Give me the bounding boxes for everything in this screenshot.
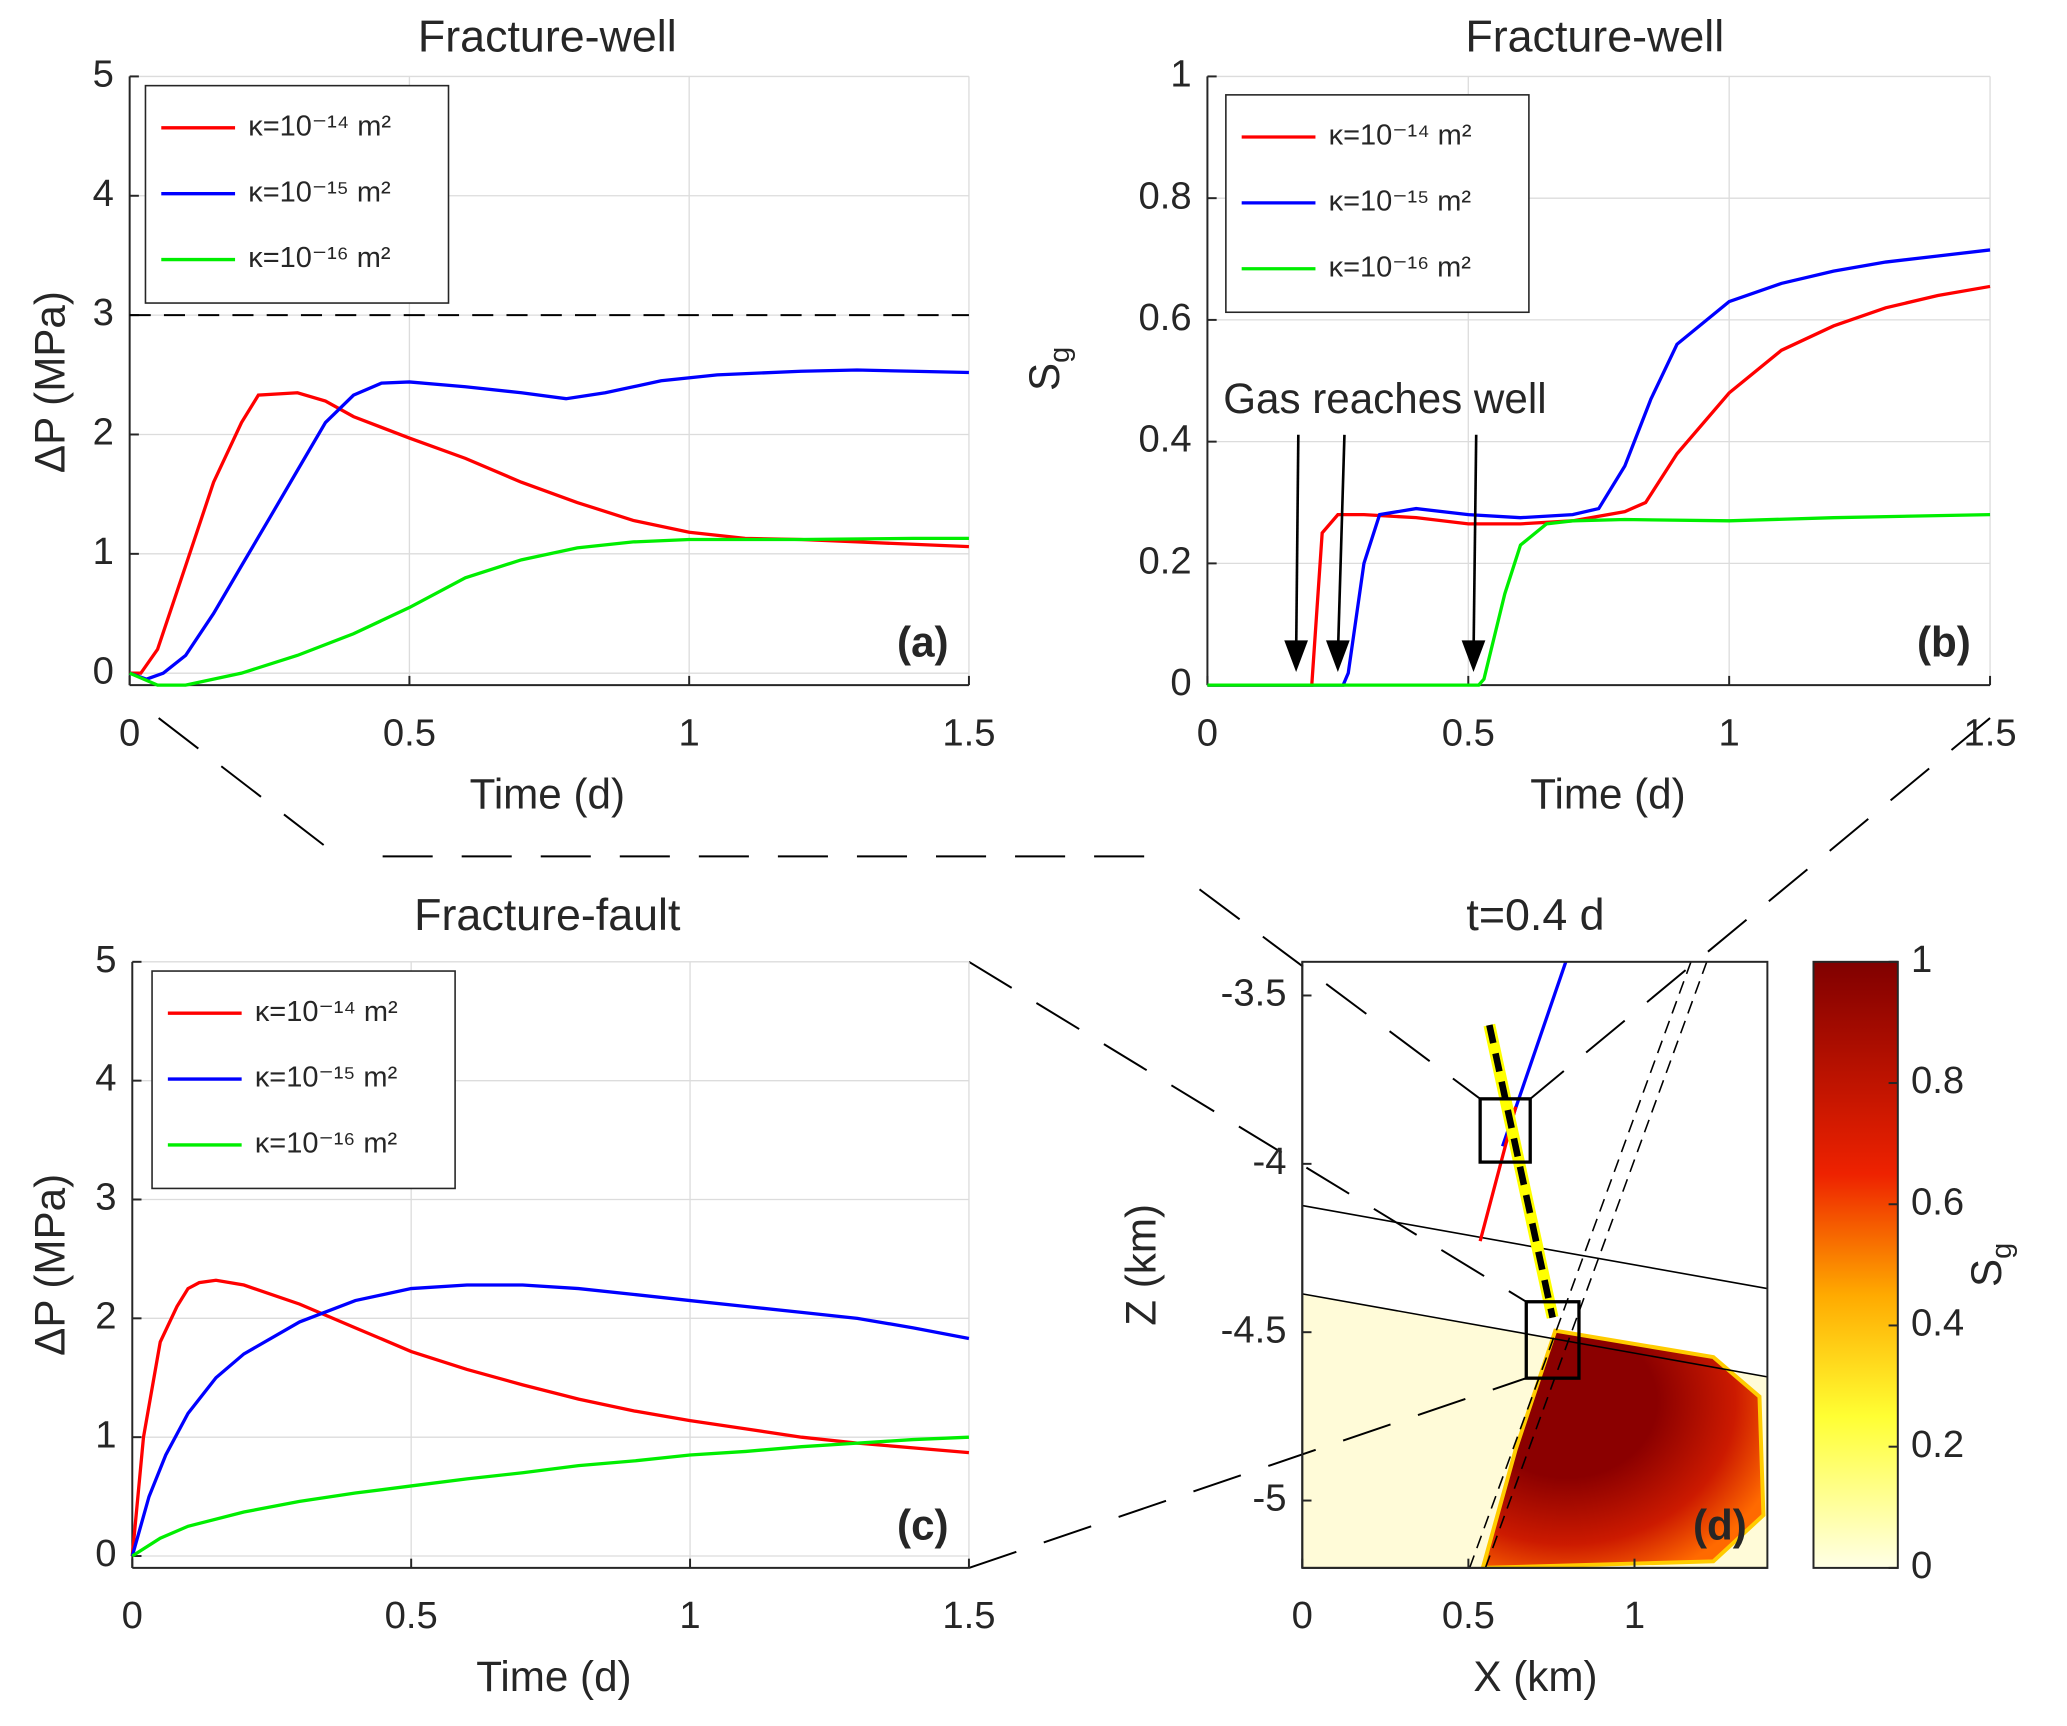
legend-label: κ=10⁻¹⁶ m² bbox=[1329, 251, 1472, 283]
y-tick-label: -4 bbox=[1253, 1140, 1287, 1183]
y-tick-label: 1 bbox=[95, 1413, 116, 1456]
colorbar-tick-label: 0 bbox=[1911, 1544, 1932, 1587]
y-tick-label: -5 bbox=[1253, 1477, 1287, 1520]
chart-title: Fracture-well bbox=[1465, 11, 1724, 61]
line-series bbox=[1207, 248, 1991, 687]
panel-label: (a) bbox=[897, 619, 949, 666]
colorbar bbox=[1812, 960, 1899, 1569]
y-tick-label: 0.6 bbox=[1139, 296, 1192, 339]
y-axis-label: ΔP (MPa) bbox=[26, 1174, 73, 1356]
y-tick-label: 0.8 bbox=[1139, 174, 1192, 217]
axis-label-main: S bbox=[1021, 363, 1068, 391]
y-tick-label: 5 bbox=[95, 938, 116, 981]
y-tick-label: 5 bbox=[93, 53, 114, 96]
x-tick-label: 1 bbox=[1719, 711, 1740, 754]
legend-label: κ=10⁻¹⁵ m² bbox=[255, 1062, 398, 1094]
y-tick-label: 1 bbox=[1170, 53, 1191, 96]
y-axis-label: Z (km) bbox=[1117, 1204, 1164, 1326]
x-tick-label: 0 bbox=[122, 1594, 143, 1637]
x-axis-label: Time (d) bbox=[1530, 770, 1685, 817]
y-tick-label: 0 bbox=[1170, 661, 1191, 704]
x-tick-label: 1.5 bbox=[942, 1594, 995, 1637]
x-tick-label: 1.5 bbox=[1963, 711, 2016, 754]
x-axis-label: Time (d) bbox=[470, 770, 625, 817]
y-tick-label: 0 bbox=[95, 1532, 116, 1575]
y-tick-label: -4.5 bbox=[1221, 1308, 1287, 1351]
x-tick-label: 0 bbox=[119, 711, 140, 754]
y-tick-label: 0.2 bbox=[1139, 539, 1192, 582]
colorbar-tick-label: 1 bbox=[1911, 938, 1932, 981]
y-tick-label: 4 bbox=[93, 172, 114, 215]
y-tick-label: 0.4 bbox=[1139, 418, 1192, 461]
arrow-head bbox=[1461, 640, 1486, 672]
line-series bbox=[1207, 284, 1991, 687]
line-series bbox=[1207, 512, 1991, 687]
y-tick-label: 4 bbox=[95, 1057, 116, 1100]
y-tick-label: 0 bbox=[93, 649, 114, 692]
axis-label: Sg bbox=[1963, 1243, 2018, 1287]
colorbar-tick-label: 0.6 bbox=[1911, 1180, 1964, 1223]
line-series bbox=[129, 536, 969, 687]
line-series bbox=[130, 1278, 970, 1557]
y-tick-label: 2 bbox=[95, 1294, 116, 1337]
legend-label: κ=10⁻¹⁶ m² bbox=[255, 1128, 398, 1160]
x-tick-label: 0 bbox=[1292, 1594, 1313, 1637]
annotation-arrow bbox=[1294, 434, 1300, 657]
x-tick-label: 0 bbox=[1197, 711, 1218, 754]
x-tick-label: 1 bbox=[1624, 1594, 1645, 1637]
y-tick-label: 2 bbox=[93, 411, 114, 454]
y-tick-label: 3 bbox=[95, 1176, 116, 1219]
x-axis-label: X (km) bbox=[1473, 1653, 1597, 1700]
y-tick-label: -3.5 bbox=[1221, 972, 1287, 1015]
legend-label: κ=10⁻¹⁵ m² bbox=[1329, 186, 1472, 218]
x-tick-label: 1 bbox=[679, 1594, 700, 1637]
colorbar-tick-label: 0.4 bbox=[1911, 1302, 1964, 1345]
colorbar-tick-label: 0.8 bbox=[1911, 1059, 1964, 1102]
legend-label: κ=10⁻¹⁴ m² bbox=[248, 110, 391, 142]
y-tick-label: 1 bbox=[93, 530, 114, 573]
legend-label: κ=10⁻¹⁴ m² bbox=[1329, 120, 1472, 152]
chart-title: Fracture-fault bbox=[414, 890, 681, 940]
arrow-head bbox=[1284, 640, 1308, 672]
panel-label: (c) bbox=[897, 1502, 949, 1549]
annotation-arrow bbox=[1472, 434, 1478, 657]
x-axis-label: Time (d) bbox=[476, 1653, 631, 1700]
arrow-head bbox=[1325, 640, 1350, 672]
axis-label-sub: g bbox=[1044, 347, 1076, 363]
chart-title: Fracture-well bbox=[418, 11, 677, 61]
x-tick-label: 1.5 bbox=[942, 711, 995, 754]
x-tick-label: 0.5 bbox=[383, 711, 436, 754]
annotation-arrow bbox=[1336, 434, 1346, 657]
x-tick-label: 0.5 bbox=[1442, 711, 1495, 754]
x-tick-label: 1 bbox=[679, 711, 700, 754]
axis-label-sub: g bbox=[1986, 1243, 2018, 1259]
axis-label-main: S bbox=[1963, 1259, 2010, 1287]
legend-label: κ=10⁻¹⁶ m² bbox=[248, 242, 391, 274]
x-tick-label: 0.5 bbox=[1442, 1594, 1495, 1637]
legend-label: κ=10⁻¹⁴ m² bbox=[255, 996, 398, 1028]
colorbar-tick-label: 0.2 bbox=[1911, 1423, 1964, 1466]
legend-label: κ=10⁻¹⁵ m² bbox=[248, 176, 391, 208]
axis-label: Sg bbox=[1021, 347, 1076, 391]
panel-label: (d) bbox=[1693, 1502, 1747, 1549]
line-series bbox=[129, 368, 969, 681]
panel-label: (b) bbox=[1917, 619, 1971, 666]
map-field bbox=[1302, 961, 1768, 1568]
y-axis-label: ΔP (MPa) bbox=[26, 291, 73, 473]
chart-title: t=0.4 d bbox=[1466, 890, 1604, 940]
line-series bbox=[131, 1435, 970, 1558]
y-tick-label: 3 bbox=[93, 291, 114, 334]
zoom-connectors bbox=[158, 717, 1991, 1569]
x-tick-label: 0.5 bbox=[385, 1594, 438, 1637]
annotation: Gas reaches well bbox=[1223, 375, 1546, 422]
line-series bbox=[130, 1283, 970, 1557]
